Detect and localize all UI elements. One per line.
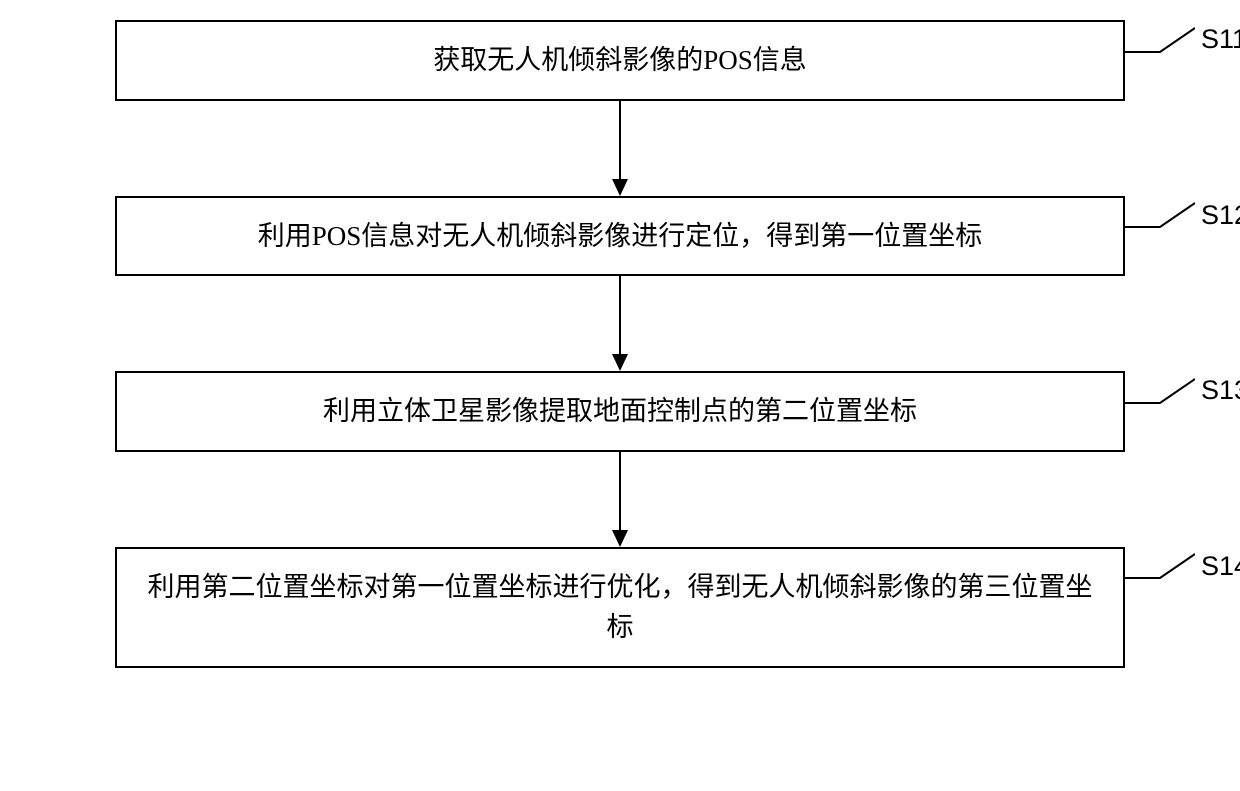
step-label-text: S13 xyxy=(1201,375,1240,406)
step-row-4: 利用第二位置坐标对第一位置坐标进行优化，得到无人机倾斜影像的第三位置坐标 S14 xyxy=(40,547,1200,668)
arrow-3 xyxy=(608,452,632,547)
step-row-3: 利用立体卫星影像提取地面控制点的第二位置坐标 S13 xyxy=(40,371,1200,452)
step-box-s14: 利用第二位置坐标对第一位置坐标进行优化，得到无人机倾斜影像的第三位置坐标 xyxy=(115,547,1125,668)
step-text: 利用POS信息对无人机倾斜影像进行定位，得到第一位置坐标 xyxy=(258,216,983,257)
flowchart-container: 获取无人机倾斜影像的POS信息 S11 利用POS信息对无人机倾斜影像进行定位，… xyxy=(40,20,1200,771)
step-row-2: 利用POS信息对无人机倾斜影像进行定位，得到第一位置坐标 S12 xyxy=(40,196,1200,277)
step-label-text: S11 xyxy=(1201,24,1240,55)
step-label-text: S14 xyxy=(1201,551,1240,582)
step-text: 利用立体卫星影像提取地面控制点的第二位置坐标 xyxy=(323,391,917,432)
step-label-s13: S13 xyxy=(1125,375,1240,406)
leader-line-icon xyxy=(1125,26,1195,54)
arrow-down-icon xyxy=(608,452,632,547)
step-box-s11: 获取无人机倾斜影像的POS信息 xyxy=(115,20,1125,101)
step-text: 利用第二位置坐标对第一位置坐标进行优化，得到无人机倾斜影像的第三位置坐标 xyxy=(141,567,1099,648)
leader-line-icon xyxy=(1125,377,1195,405)
step-label-s14: S14 xyxy=(1125,551,1240,582)
arrow-down-icon xyxy=(608,276,632,371)
step-text: 获取无人机倾斜影像的POS信息 xyxy=(433,40,807,81)
step-box-s12: 利用POS信息对无人机倾斜影像进行定位，得到第一位置坐标 xyxy=(115,196,1125,277)
step-label-text: S12 xyxy=(1201,200,1240,231)
step-row-1: 获取无人机倾斜影像的POS信息 S11 xyxy=(40,20,1200,101)
leader-line-icon xyxy=(1125,552,1195,580)
arrow-2 xyxy=(608,276,632,371)
step-label-s11: S11 xyxy=(1125,24,1240,55)
leader-line-icon xyxy=(1125,201,1195,229)
arrow-1 xyxy=(608,101,632,196)
arrow-down-icon xyxy=(608,101,632,196)
step-label-s12: S12 xyxy=(1125,200,1240,231)
step-box-s13: 利用立体卫星影像提取地面控制点的第二位置坐标 xyxy=(115,371,1125,452)
